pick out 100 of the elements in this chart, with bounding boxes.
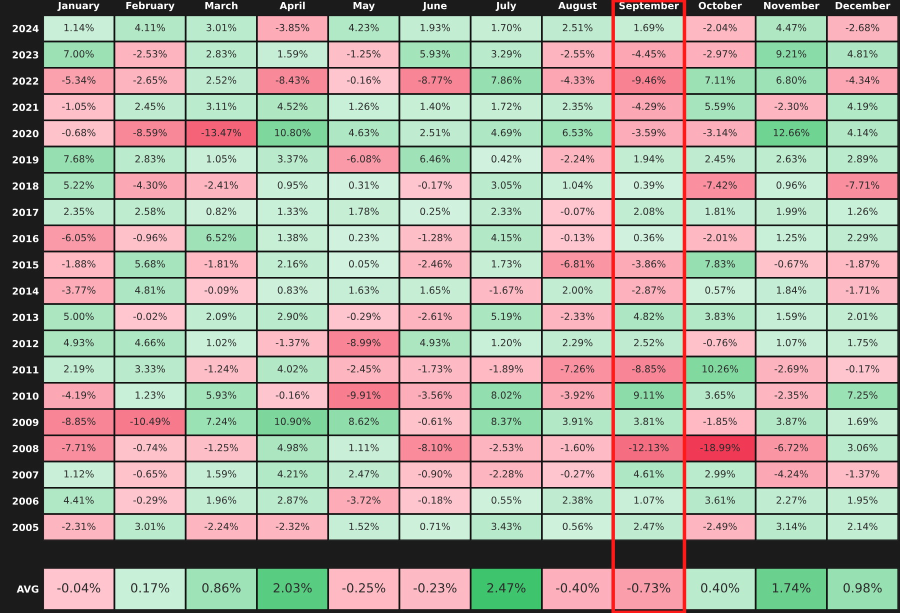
data-label: 6.46% (420, 155, 450, 163)
data-label: -8.85% (632, 365, 666, 373)
data-label: 3.43% (492, 522, 522, 530)
data-label: 2.16% (278, 260, 308, 268)
data-label: 3.91% (562, 418, 592, 426)
y-tick-label: 2005 (12, 524, 38, 532)
data-label: -2.01% (703, 234, 737, 242)
data-label: 2.01% (848, 312, 878, 320)
y-tick-label: 2014 (12, 287, 39, 295)
data-label: -12.13% (629, 444, 669, 452)
data-label: 7.68% (64, 155, 94, 163)
data-label: 1.96% (206, 496, 236, 504)
data-label: -2.31% (62, 522, 96, 530)
data-label: 0.57% (705, 286, 735, 294)
data-label: 3.61% (705, 496, 735, 504)
data-label: 0.95% (278, 181, 308, 189)
data-label: 4.52% (278, 102, 308, 110)
data-label: 1.20% (492, 338, 522, 346)
data-label: 6.53% (562, 128, 592, 136)
data-label: 2.51% (420, 128, 450, 136)
data-label: 4.11% (135, 24, 165, 32)
data-label: 2.03% (274, 583, 312, 593)
data-label: -0.13% (560, 234, 594, 242)
data-label: -0.16% (347, 76, 380, 84)
data-label: -4.19% (62, 391, 96, 399)
data-label: 7.00% (64, 50, 94, 58)
data-label: 3.81% (634, 418, 664, 426)
data-label: -2.35% (774, 391, 808, 399)
data-label: -2.45% (347, 365, 380, 373)
data-label: 1.84% (776, 286, 806, 294)
data-label: 2.38% (562, 496, 592, 504)
data-label: -1.24% (204, 365, 238, 373)
data-label: 4.41% (64, 496, 94, 504)
data-label: -1.67% (490, 286, 523, 294)
data-label: -0.96% (133, 234, 167, 242)
data-label: 3.05% (492, 181, 522, 189)
data-label: -1.71% (846, 286, 880, 294)
data-label: 1.23% (136, 391, 165, 399)
data-label: -2.97% (703, 50, 737, 58)
data-label: 1.75% (848, 338, 878, 346)
data-label: 1.65% (420, 286, 450, 294)
data-label: -0.61% (418, 418, 452, 426)
data-label: -2.30% (774, 102, 808, 110)
data-label: 1.74% (772, 583, 810, 593)
data-label: -1.05% (62, 102, 96, 110)
data-label: -1.25% (204, 444, 238, 452)
data-label: 1.81% (706, 208, 735, 216)
data-label: 4.23% (348, 24, 379, 32)
data-label: -1.60% (560, 444, 594, 452)
data-label: -1.37% (276, 338, 310, 346)
data-label: -2.65% (133, 76, 167, 84)
data-label: 12.66% (774, 128, 810, 136)
data-label: -0.09% (204, 286, 238, 294)
data-label: -4.34% (846, 76, 880, 84)
data-label: 1.07% (634, 496, 664, 504)
data-label: 2.45% (705, 155, 735, 163)
data-label: 1.33% (278, 208, 308, 216)
data-label: 4.15% (491, 234, 522, 242)
x-tick-label: December (836, 2, 890, 10)
data-label: -1.73% (418, 365, 452, 373)
data-label: 1.99% (776, 208, 806, 216)
data-label: 2.47% (487, 583, 526, 593)
data-label: 0.05% (349, 260, 379, 268)
data-label: -0.27% (560, 470, 594, 478)
data-label: 3.65% (705, 391, 735, 399)
data-label: 0.82% (206, 208, 236, 216)
y-tick-label: 2009 (12, 418, 38, 426)
y-tick-label: 2010 (12, 392, 39, 400)
x-tick-label: September (619, 2, 679, 12)
data-label: 1.26% (349, 102, 379, 110)
x-tick-label: October (698, 2, 742, 10)
y-tick-label: 2008 (12, 444, 38, 452)
data-label: 0.42% (492, 155, 522, 163)
data-label: 2.19% (64, 365, 94, 373)
data-label: 0.23% (349, 234, 379, 242)
data-label: 2.87% (278, 496, 308, 504)
data-label: -10.49% (130, 418, 170, 426)
data-label: -7.71% (62, 444, 96, 452)
data-label: -1.81% (204, 260, 238, 268)
data-label: 8.02% (492, 391, 522, 399)
data-label: -0.76% (703, 338, 737, 346)
y-tick-label: 2024 (12, 24, 39, 32)
data-label: 1.72% (492, 102, 522, 110)
data-label: -0.40% (556, 583, 599, 593)
data-label: 4.93% (64, 338, 94, 346)
data-label: 1.78% (349, 208, 379, 216)
data-label: -3.77% (62, 286, 96, 294)
data-label: 2.33% (492, 208, 522, 216)
data-label: -0.17% (418, 181, 452, 189)
data-label: 2.00% (562, 286, 592, 294)
data-label: -2.49% (703, 522, 737, 530)
data-label: 0.40% (701, 583, 740, 593)
data-label: 7.24% (206, 418, 236, 426)
data-label: 3.37% (278, 155, 308, 163)
data-label: 0.83% (278, 286, 308, 294)
data-label: -7.42% (703, 181, 737, 189)
data-label: 5.93% (206, 391, 236, 399)
data-label: -1.28% (418, 234, 452, 242)
data-label: 2.14% (848, 522, 878, 530)
data-label: -8.10% (418, 444, 452, 452)
